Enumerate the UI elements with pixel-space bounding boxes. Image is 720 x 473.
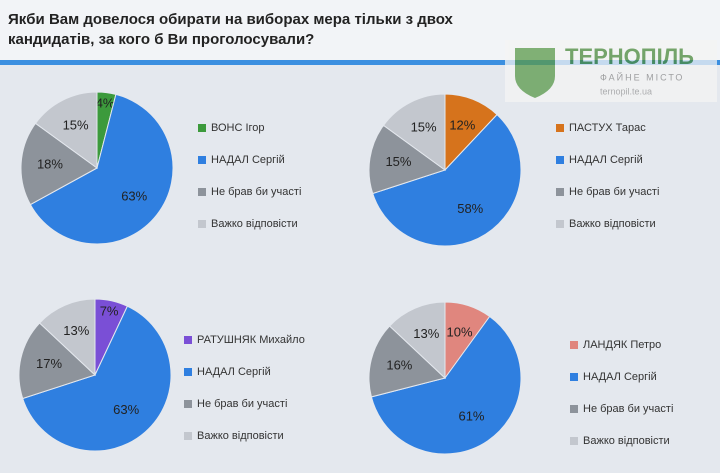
legend-swatch bbox=[556, 188, 564, 196]
data-label: 12% bbox=[449, 118, 475, 133]
legend-swatch bbox=[184, 368, 192, 376]
legend-label: Важко відповісти bbox=[583, 435, 670, 447]
legend-label: НАДАЛ Сергій bbox=[583, 371, 657, 383]
legend-swatch bbox=[198, 124, 206, 132]
data-label: 15% bbox=[411, 119, 437, 134]
watermark-slogan: ФАЙНЕ МІСТО bbox=[600, 71, 684, 82]
data-label: 13% bbox=[413, 326, 439, 341]
watermark-shield bbox=[515, 48, 555, 98]
data-label: 4% bbox=[96, 95, 115, 110]
legend-label: Важко відповісти bbox=[569, 218, 656, 230]
data-label: 58% bbox=[457, 201, 483, 216]
data-label: 15% bbox=[385, 154, 411, 169]
data-label: 63% bbox=[121, 188, 147, 203]
legend-label: НАДАЛ Сергій bbox=[569, 154, 643, 166]
pie-slice bbox=[22, 305, 172, 452]
legend-swatch bbox=[198, 156, 206, 164]
pie-slice bbox=[29, 93, 174, 245]
pie-slice bbox=[370, 315, 522, 455]
data-label: 15% bbox=[63, 117, 89, 132]
legend-swatch bbox=[198, 188, 206, 196]
legend-swatch bbox=[570, 437, 578, 445]
legend-label: Важко відповісти bbox=[197, 430, 284, 442]
legend-label: Не брав би участі bbox=[569, 186, 659, 198]
legend-swatch bbox=[570, 341, 578, 349]
data-label: 16% bbox=[386, 358, 412, 373]
legend-swatch bbox=[556, 124, 564, 132]
pie-slice bbox=[368, 124, 447, 195]
data-label: 13% bbox=[63, 323, 89, 338]
pie-slice bbox=[18, 322, 96, 400]
legend-swatch bbox=[184, 400, 192, 408]
legend-swatch bbox=[556, 220, 564, 228]
pie-slice bbox=[368, 325, 447, 398]
legend-swatch bbox=[570, 405, 578, 413]
chart-title: Якби Вам довелося обирати на виборах мер… bbox=[8, 11, 453, 48]
legend-label: Не брав би участі bbox=[197, 398, 287, 410]
data-label: 63% bbox=[113, 402, 139, 417]
data-label: 10% bbox=[447, 325, 473, 340]
legend-label: ВОНС Ігор bbox=[211, 122, 265, 134]
legend-label: ПАСТУХ Тарас bbox=[569, 122, 646, 134]
pie-slice bbox=[382, 93, 446, 171]
watermark-name: ТЕРНОПІЛЬ bbox=[565, 44, 694, 69]
legend-label: Важко відповісти bbox=[211, 218, 298, 230]
legend-label: Не брав би участі bbox=[211, 186, 301, 198]
pie-slice bbox=[372, 113, 522, 247]
data-label: 17% bbox=[36, 356, 62, 371]
legend-label: Не брав би участі bbox=[583, 403, 673, 415]
legend-swatch bbox=[184, 336, 192, 344]
legend-label: РАТУШНЯК Михайло bbox=[197, 334, 305, 346]
legend-label: НАДАЛ Сергій bbox=[197, 366, 271, 378]
pie-slice bbox=[38, 298, 96, 377]
pie-slice bbox=[34, 91, 98, 169]
title-box: Якби Вам довелося обирати на виборах мер… bbox=[8, 11, 453, 48]
legend-label: НАДАЛ Сергій bbox=[211, 154, 285, 166]
data-label: 61% bbox=[458, 408, 484, 423]
legend-swatch bbox=[556, 156, 564, 164]
pie-slice bbox=[388, 301, 446, 380]
legend-label: ЛАНДЯК Петро bbox=[583, 339, 661, 351]
legend-swatch bbox=[570, 373, 578, 381]
pie-slice bbox=[20, 122, 98, 206]
data-label: 7% bbox=[100, 303, 119, 318]
data-label: 18% bbox=[37, 156, 63, 171]
watermark-site: ternopil.te.ua bbox=[600, 86, 652, 96]
legend-swatch bbox=[184, 432, 192, 440]
header-rule bbox=[0, 60, 720, 65]
watermark: ТЕРНОПІЛЬ ФАЙНЕ МІСТО ternopil.te.ua bbox=[505, 40, 717, 102]
legend-swatch bbox=[198, 220, 206, 228]
